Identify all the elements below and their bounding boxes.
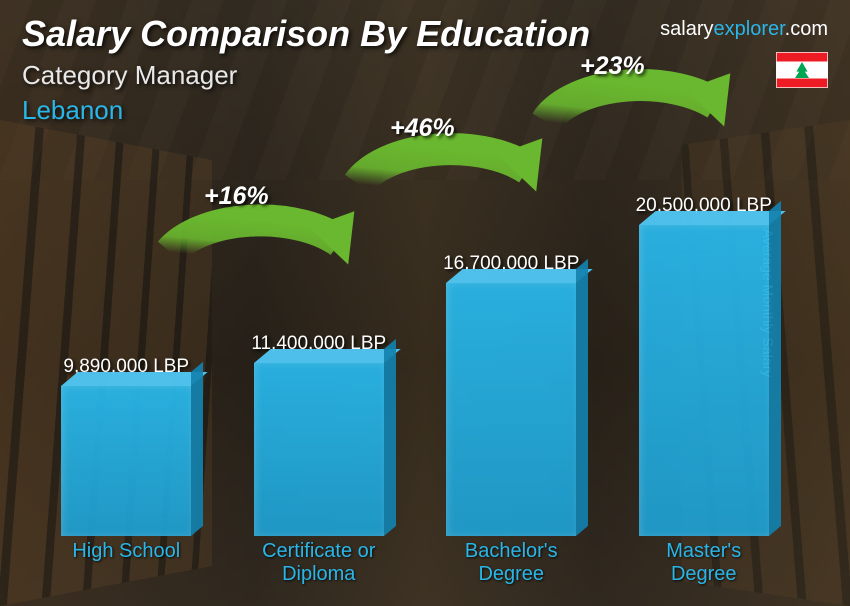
increase-percent-label: +46% — [390, 114, 455, 143]
x-axis-label: Master'sDegree — [618, 540, 791, 590]
chart-subtitle: Category Manager — [22, 60, 590, 91]
chart-country: Lebanon — [22, 95, 590, 126]
x-axis-label: Bachelor'sDegree — [425, 540, 598, 590]
bar-front — [639, 225, 769, 536]
bar-top — [254, 349, 401, 363]
bar-chart: 9,890,000 LBP11,400,000 LBP16,700,000 LB… — [40, 170, 790, 590]
brand-suffix: .com — [785, 18, 828, 40]
brand-logo: salaryexplorer.com — [660, 18, 828, 41]
bars-container: 9,890,000 LBP11,400,000 LBP16,700,000 LB… — [40, 170, 790, 536]
bar-side — [576, 259, 588, 536]
bar-top — [61, 372, 208, 386]
bar-front — [61, 386, 191, 536]
bar-group: 20,500,000 LBP — [618, 195, 791, 536]
bar-group: 11,400,000 LBP — [233, 333, 406, 536]
increase-percent-label: +16% — [204, 182, 269, 211]
bar-side — [384, 339, 396, 536]
bar — [254, 363, 384, 536]
brand-accent: explorer — [714, 18, 785, 40]
bar-front — [446, 283, 576, 536]
flag-lebanon — [776, 52, 828, 88]
bar-side — [769, 201, 781, 536]
increase-percent-label: +23% — [580, 52, 645, 81]
chart-title: Salary Comparison By Education — [22, 14, 590, 54]
x-axis-label: High School — [40, 540, 213, 590]
bar — [639, 225, 769, 536]
header: Salary Comparison By Education Category … — [22, 14, 590, 126]
bar-side — [191, 362, 203, 536]
bar — [61, 386, 191, 536]
x-labels: High School Certificate orDiploma Bachelor… — [40, 540, 790, 590]
brand-prefix: salary — [660, 18, 713, 40]
bar-front — [254, 363, 384, 536]
bar-group: 9,890,000 LBP — [40, 356, 213, 536]
x-axis-label: Certificate orDiploma — [233, 540, 406, 590]
bar — [446, 283, 576, 536]
bar-group: 16,700,000 LBP — [425, 253, 598, 536]
bar-top — [639, 211, 786, 225]
bar-top — [446, 269, 593, 283]
